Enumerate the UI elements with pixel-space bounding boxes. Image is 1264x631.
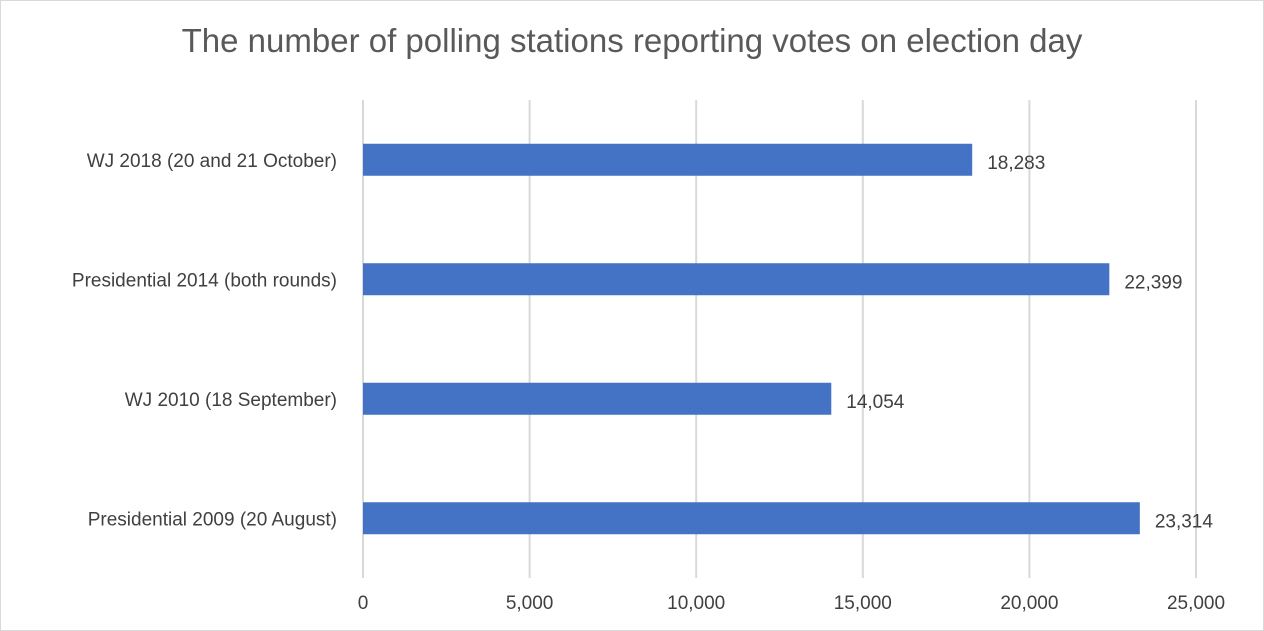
category-label: WJ 2010 (18 September) [125, 390, 337, 411]
bars [363, 143, 1140, 535]
category-label: Presidential 2009 (20 August) [88, 509, 337, 530]
x-tick-label: 20,000 [1000, 593, 1058, 614]
x-tick-label: 10,000 [667, 593, 725, 614]
data-label: 18,283 [987, 153, 1045, 174]
x-tick-label: 5,000 [506, 593, 554, 614]
data-label: 23,314 [1155, 511, 1214, 532]
bar [363, 143, 973, 176]
bar [363, 263, 1110, 296]
category-label: WJ 2018 (20 and 21 October) [87, 151, 337, 172]
chart-title: The number of polling stations reporting… [181, 22, 1083, 59]
data-label: 14,054 [846, 392, 905, 413]
bar [363, 382, 832, 415]
data-label: 22,399 [1124, 272, 1182, 293]
x-tick-label: 0 [358, 593, 369, 614]
bar [363, 502, 1140, 535]
gridlines [362, 100, 1197, 578]
x-tick-label: 25,000 [1167, 593, 1225, 614]
x-tick-label: 15,000 [834, 593, 892, 614]
labels: 0 5,000 10,000 15,000 20,000 25,000 WJ 2018 (2… [72, 151, 1225, 614]
category-label: Presidential 2014 (both rounds) [72, 270, 337, 291]
